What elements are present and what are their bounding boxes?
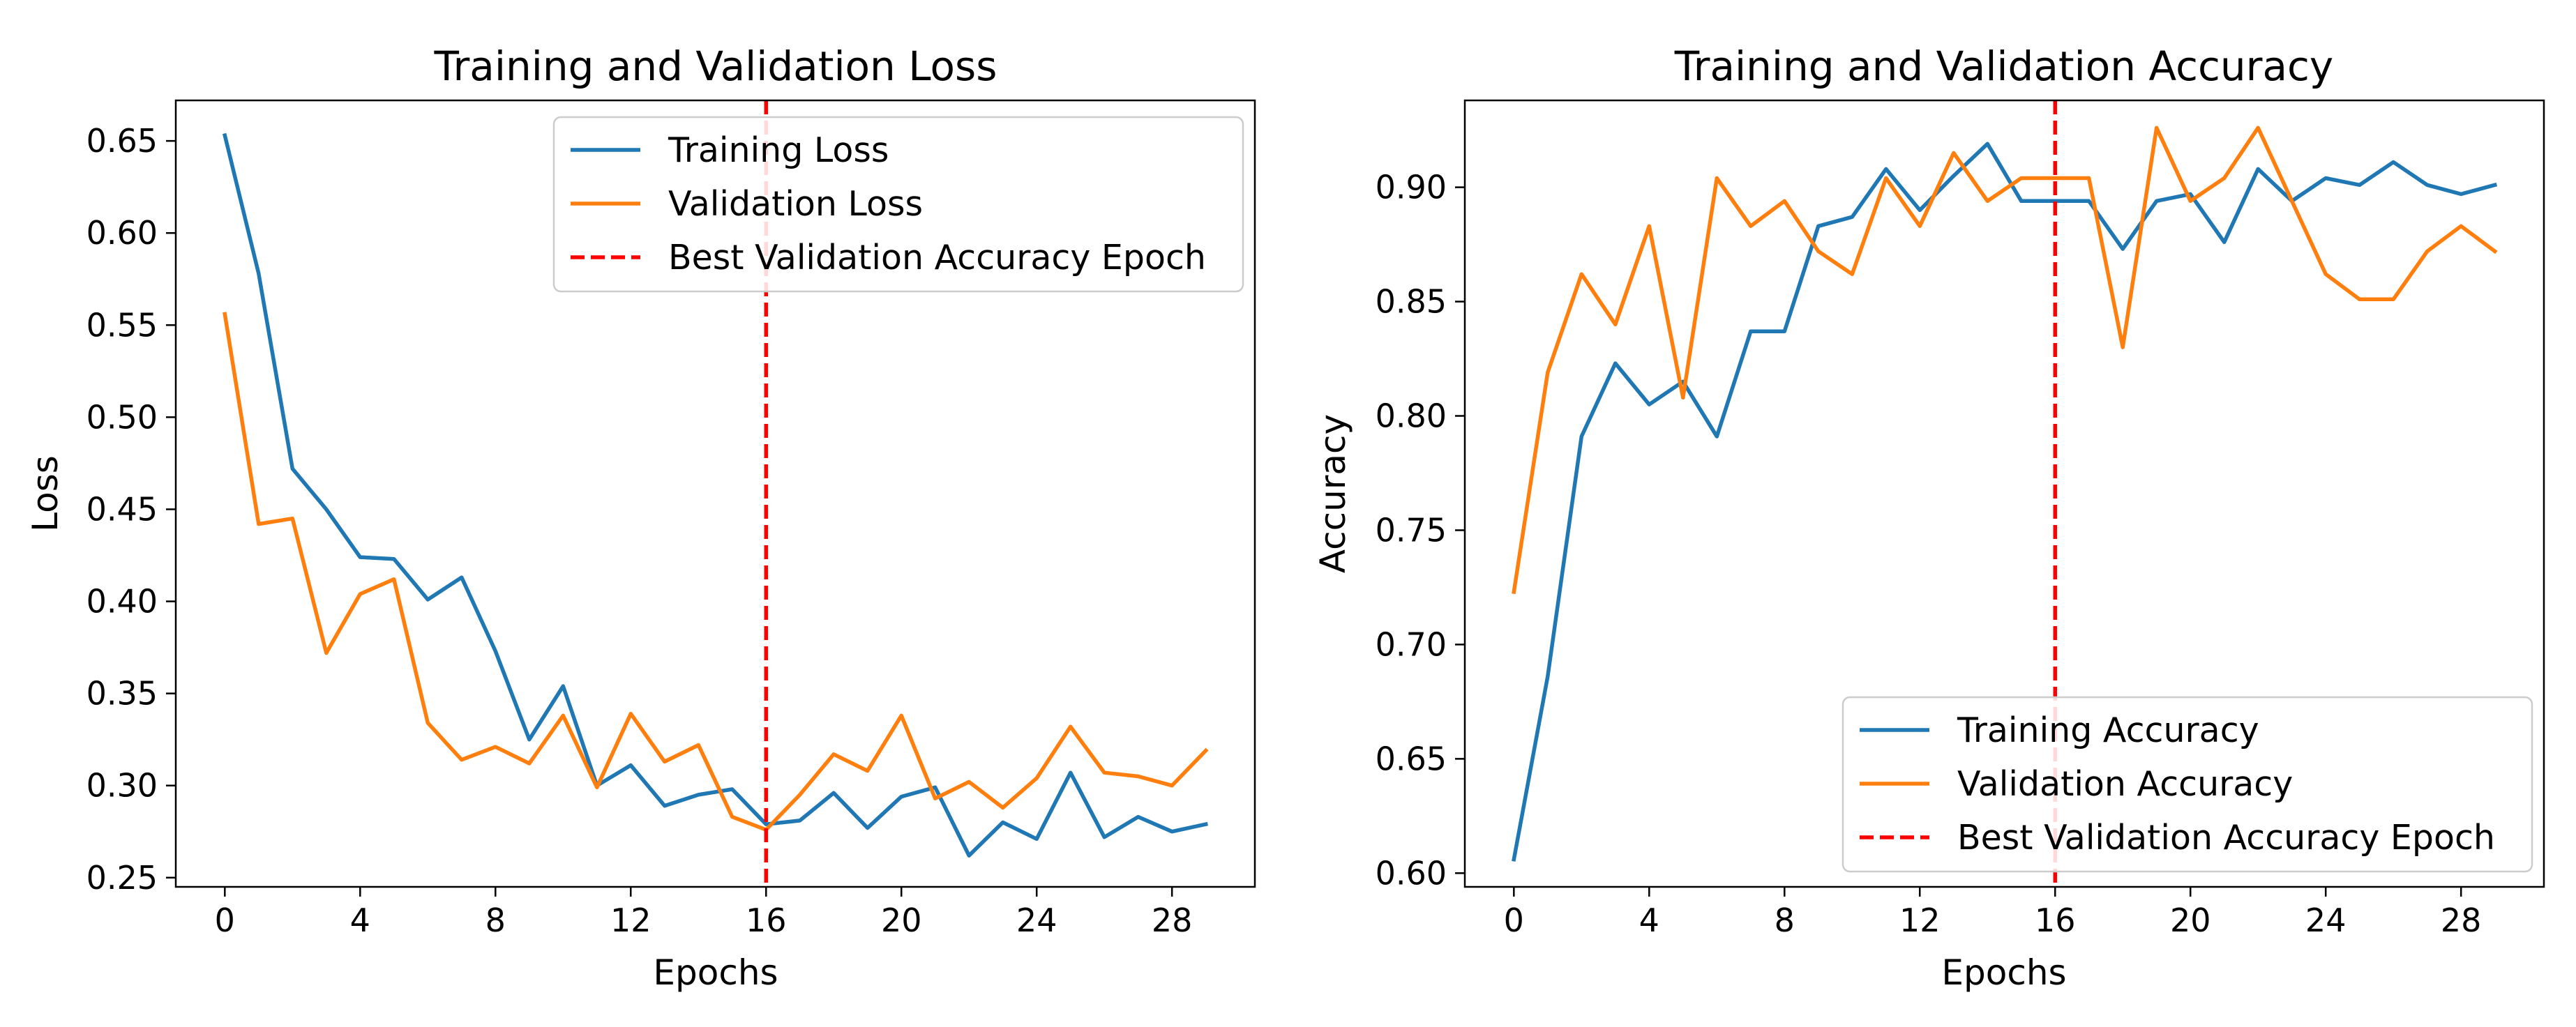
loss-x-tick-label: 16 (746, 902, 787, 939)
loss-y-tick-label: 0.35 (86, 675, 158, 713)
loss-legend: Training Loss Validation Loss Best Valid… (552, 116, 1244, 293)
accuracy-legend-entry-training: Training Accuracy (1860, 710, 2259, 750)
loss-series-training-line (222, 132, 1208, 858)
accuracy-axis-ticks: 0 4 8 12 16 20 24 28 0.60 0.65 0.70 0.75 0.80 0.85 0.9… (1376, 169, 2482, 939)
accuracy-y-tick-label: 0.75 (1376, 511, 1447, 549)
accuracy-x-axis-label: Epochs (1941, 952, 2066, 993)
loss-legend-label-best-epoch: Best Validation Accuracy Epoch (668, 238, 1206, 277)
accuracy-legend: Training Accuracy Validation Accuracy Be… (1841, 696, 2533, 873)
loss-y-tick-label: 0.45 (86, 490, 158, 528)
loss-legend-label-validation: Validation Loss (668, 184, 923, 224)
accuracy-x-tick-label: 28 (2441, 902, 2482, 939)
accuracy-x-tick-label: 0 (1504, 902, 1524, 939)
accuracy-x-tick-label: 12 (1899, 902, 1941, 939)
loss-x-tick-label: 28 (1152, 902, 1193, 939)
accuracy-y-tick-label: 0.80 (1376, 397, 1447, 435)
loss-x-tick-label: 0 (215, 902, 235, 939)
loss-legend-entry-training: Training Loss (571, 130, 889, 170)
accuracy-series-training-line (1512, 142, 2498, 862)
accuracy-y-axis-label: Accuracy (1313, 414, 1353, 573)
accuracy-plot-frame (1463, 99, 2545, 888)
accuracy-y-tick-label: 0.60 (1376, 854, 1447, 892)
accuracy-x-tick-label: 16 (2035, 902, 2076, 939)
accuracy-chart-title: Training and Validation Accuracy (1674, 43, 2333, 90)
loss-x-tick-label: 24 (1016, 902, 1057, 939)
accuracy-legend-label-validation: Validation Accuracy (1957, 764, 2293, 804)
accuracy-legend-box (1841, 696, 2533, 873)
accuracy-legend-label-training: Training Accuracy (1957, 710, 2259, 750)
loss-y-tick-label: 0.25 (86, 859, 158, 897)
loss-y-tick-label: 0.50 (86, 398, 158, 436)
loss-x-tick-label: 12 (610, 902, 651, 939)
accuracy-y-tick-label: 0.70 (1376, 625, 1447, 663)
loss-x-tick-label: 20 (881, 902, 922, 939)
accuracy-series-validation-line (1512, 125, 2498, 595)
accuracy-y-tick-label: 0.90 (1376, 169, 1447, 206)
loss-x-axis-label: Epochs (653, 952, 778, 993)
accuracy-legend-entry-validation: Validation Accuracy (1860, 764, 2293, 804)
loss-x-tick-label: 8 (485, 902, 506, 939)
loss-chart: Training and Validation Loss 0 4 8 12 16 20 24… (25, 43, 1256, 993)
loss-y-tick-label: 0.55 (86, 306, 158, 344)
loss-y-axis-label: Loss (25, 455, 66, 532)
loss-legend-entry-validation: Validation Loss (571, 184, 923, 224)
loss-y-tick-label: 0.40 (86, 583, 158, 621)
accuracy-x-tick-label: 20 (2170, 902, 2211, 939)
accuracy-x-tick-label: 8 (1775, 902, 1795, 939)
loss-y-tick-label: 0.60 (86, 214, 158, 252)
accuracy-y-tick-label: 0.65 (1376, 740, 1447, 777)
accuracy-x-tick-label: 24 (2305, 902, 2347, 939)
loss-axis-ticks: 0 4 8 12 16 20 24 28 0.25 0.30 0.35 0.40 0.45 0.50 0.5… (86, 122, 1193, 939)
loss-legend-box (552, 116, 1244, 293)
loss-y-tick-label: 0.65 (86, 122, 158, 160)
loss-legend-label-training: Training Loss (668, 130, 889, 170)
accuracy-legend-label-best-epoch: Best Validation Accuracy Epoch (1957, 818, 2495, 858)
loss-x-tick-label: 4 (350, 902, 370, 939)
accuracy-legend-entry-best-epoch: Best Validation Accuracy Epoch (1860, 818, 2495, 858)
accuracy-x-tick-label: 4 (1639, 902, 1659, 939)
loss-y-tick-label: 0.30 (86, 767, 158, 805)
accuracy-y-tick-label: 0.85 (1376, 283, 1447, 321)
accuracy-chart: Training and Validation Accuracy 0 4 8 12 16… (1313, 43, 2545, 993)
loss-chart-title: Training and Validation Loss (434, 43, 997, 90)
loss-series-validation-line (223, 312, 1209, 832)
loss-plot-frame (174, 99, 1256, 888)
loss-legend-entry-best-epoch: Best Validation Accuracy Epoch (571, 238, 1206, 277)
